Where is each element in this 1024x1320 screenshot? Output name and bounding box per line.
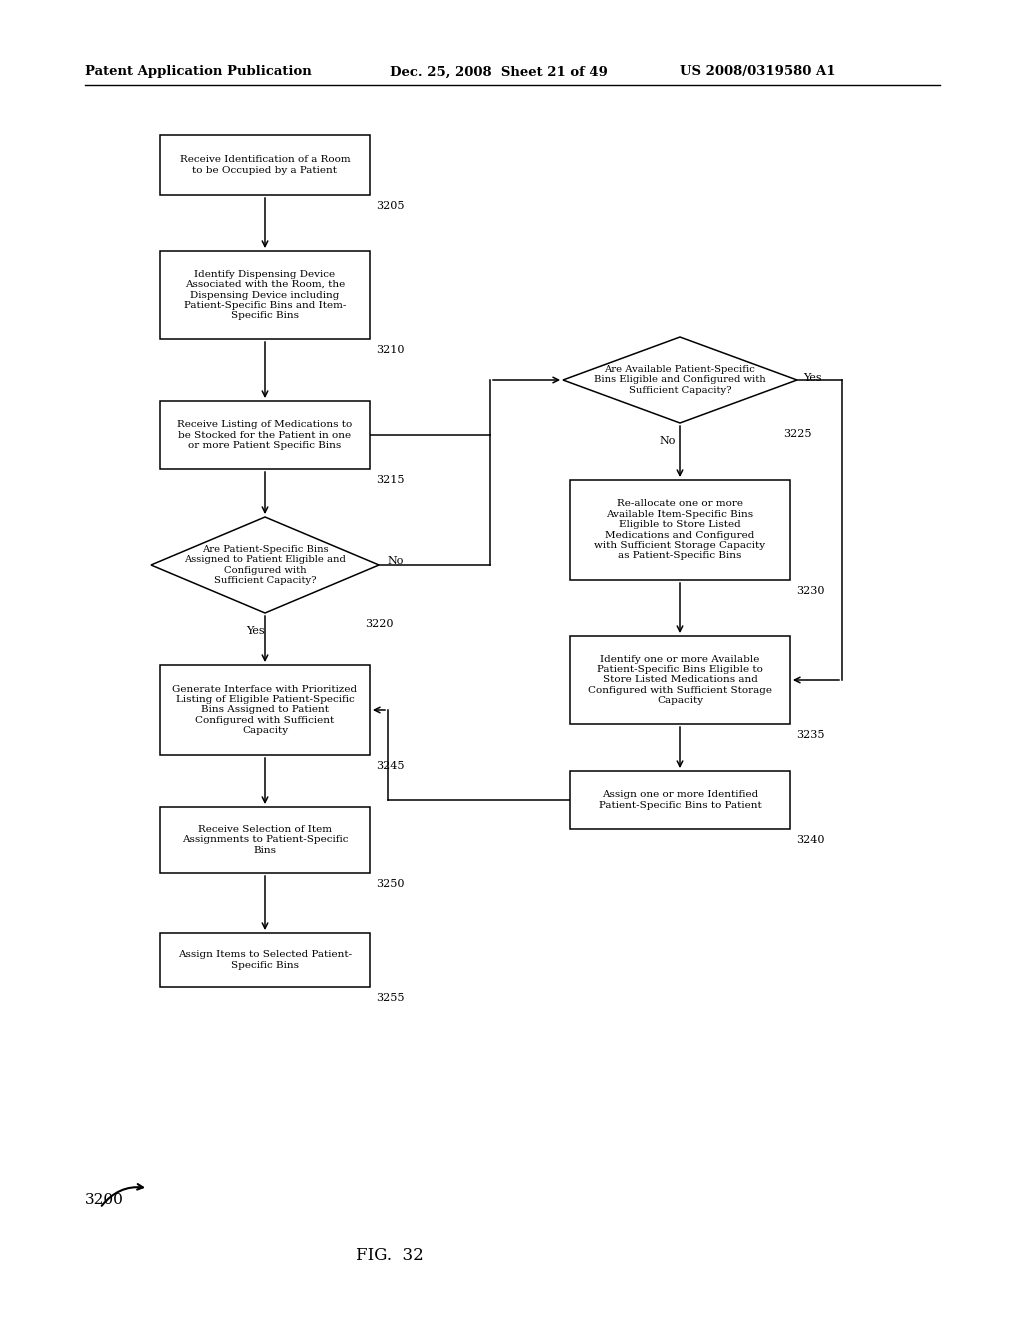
- FancyBboxPatch shape: [570, 771, 790, 829]
- FancyBboxPatch shape: [570, 636, 790, 723]
- Text: Identify Dispensing Device
Associated with the Room, the
Dispensing Device inclu: Identify Dispensing Device Associated wi…: [184, 269, 346, 321]
- Text: Yes: Yes: [246, 626, 264, 636]
- FancyBboxPatch shape: [160, 135, 370, 195]
- Text: 3220: 3220: [365, 619, 393, 630]
- Text: Are Patient-Specific Bins
Assigned to Patient Eligible and
Configured with
Suffi: Are Patient-Specific Bins Assigned to Pa…: [184, 545, 346, 585]
- Text: 3230: 3230: [796, 586, 824, 597]
- Text: Re-allocate one or more
Available Item-Specific Bins
Eligible to Store Listed
Me: Re-allocate one or more Available Item-S…: [595, 499, 766, 561]
- Text: Assign one or more Identified
Patient-Specific Bins to Patient: Assign one or more Identified Patient-Sp…: [599, 791, 762, 809]
- Text: 3245: 3245: [376, 762, 404, 771]
- FancyBboxPatch shape: [160, 807, 370, 873]
- Text: Identify one or more Available
Patient-Specific Bins Eligible to
Store Listed Me: Identify one or more Available Patient-S…: [588, 655, 772, 705]
- Text: No: No: [387, 556, 403, 566]
- Polygon shape: [151, 517, 379, 612]
- Text: Receive Listing of Medications to
be Stocked for the Patient in one
or more Pati: Receive Listing of Medications to be Sto…: [177, 420, 352, 450]
- FancyBboxPatch shape: [570, 480, 790, 579]
- Text: Patent Application Publication: Patent Application Publication: [85, 66, 311, 78]
- Text: 3210: 3210: [376, 345, 404, 355]
- FancyBboxPatch shape: [160, 251, 370, 339]
- FancyBboxPatch shape: [160, 665, 370, 755]
- Text: US 2008/0319580 A1: US 2008/0319580 A1: [680, 66, 836, 78]
- Text: FIG.  32: FIG. 32: [356, 1246, 424, 1263]
- Text: Receive Selection of Item
Assignments to Patient-Specific
Bins: Receive Selection of Item Assignments to…: [181, 825, 348, 855]
- Text: 3250: 3250: [376, 879, 404, 888]
- Text: Yes: Yes: [803, 374, 821, 383]
- Text: Are Available Patient-Specific
Bins Eligible and Configured with
Sufficient Capa: Are Available Patient-Specific Bins Elig…: [594, 366, 766, 395]
- FancyBboxPatch shape: [160, 401, 370, 469]
- Text: Dec. 25, 2008  Sheet 21 of 49: Dec. 25, 2008 Sheet 21 of 49: [390, 66, 608, 78]
- Text: 3205: 3205: [376, 201, 404, 211]
- Text: No: No: [659, 436, 676, 446]
- Text: 3235: 3235: [796, 730, 824, 741]
- Text: Receive Identification of a Room
to be Occupied by a Patient: Receive Identification of a Room to be O…: [179, 156, 350, 174]
- Text: 3200: 3200: [85, 1193, 124, 1206]
- Polygon shape: [563, 337, 797, 422]
- Text: 3255: 3255: [376, 993, 404, 1003]
- Text: 3240: 3240: [796, 836, 824, 845]
- Text: 3215: 3215: [376, 475, 404, 484]
- Text: Assign Items to Selected Patient-
Specific Bins: Assign Items to Selected Patient- Specif…: [178, 950, 352, 970]
- Text: 3225: 3225: [783, 429, 811, 440]
- Text: Generate Interface with Prioritized
Listing of Eligible Patient-Specific
Bins As: Generate Interface with Prioritized List…: [172, 685, 357, 735]
- FancyBboxPatch shape: [160, 933, 370, 987]
